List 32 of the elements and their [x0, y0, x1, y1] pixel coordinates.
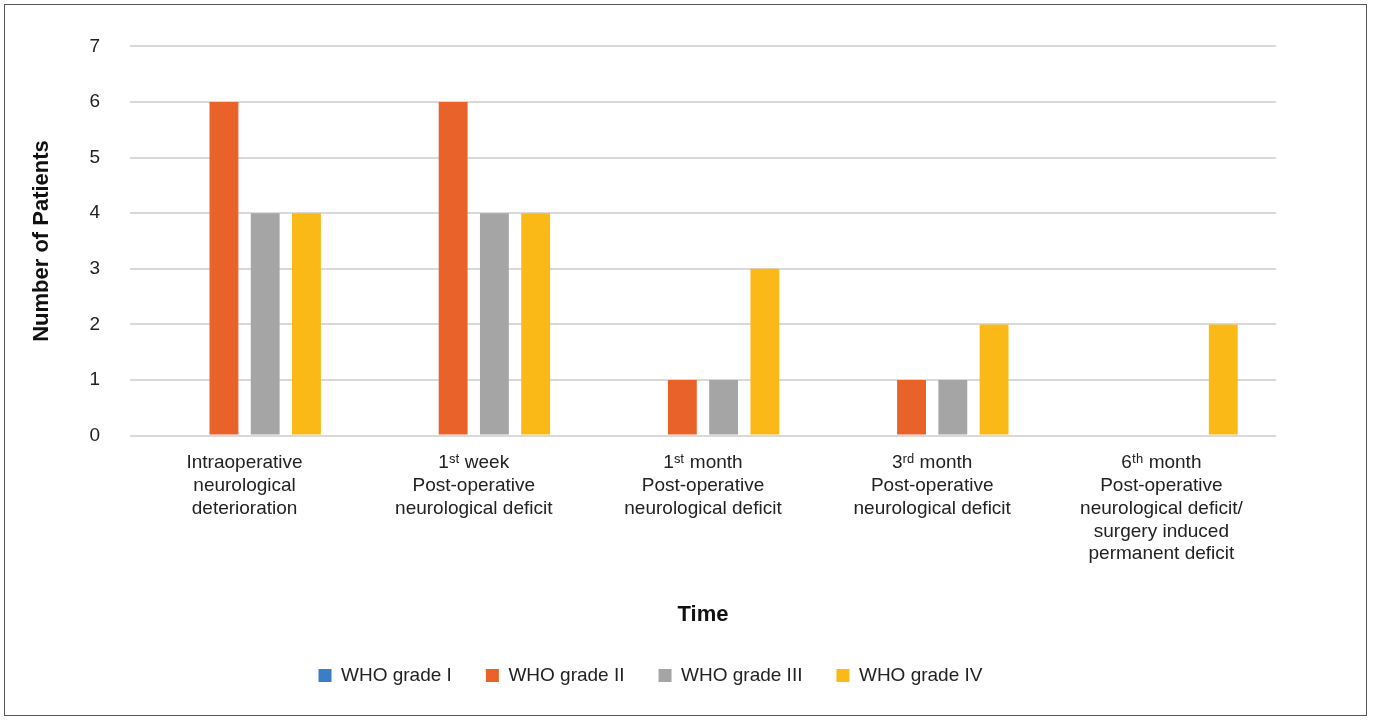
y-tick-label: 2	[89, 312, 100, 334]
bar	[479, 213, 509, 435]
x-tick-label: 1ˢᵗ week Post-operative neurological deficit	[395, 451, 554, 518]
bar	[521, 213, 551, 435]
y-tick-label: 5	[89, 145, 100, 167]
x-tick-label: 3ʳᵈ month Post-operative neurological deficit	[853, 451, 1012, 518]
y-tick-label: 7	[89, 34, 100, 56]
y-tick-label: 3	[89, 257, 100, 279]
bar	[938, 380, 968, 435]
y-tick-label: 4	[89, 201, 101, 223]
x-tick-label: Intraoperative neurological deterioration	[186, 451, 303, 518]
bar	[979, 324, 1009, 435]
bar	[292, 213, 321, 435]
bar	[667, 380, 697, 435]
y-tick-label: 6	[89, 90, 100, 112]
x-tick-label: 1ˢᵗ month Post-operative neurological deficit	[624, 451, 783, 518]
legend-label: WHO grade III	[681, 663, 803, 685]
bar	[209, 102, 239, 435]
y-axis-title: Number of Patients	[28, 140, 54, 342]
x-axis-title: Time	[677, 600, 729, 626]
bar	[897, 380, 926, 435]
legend-label: WHO grade I	[341, 663, 452, 685]
y-tick-label: 0	[89, 423, 100, 445]
legend-label: WHO grade II	[508, 663, 625, 685]
y-tick-label: 1	[89, 368, 100, 390]
bar	[1208, 324, 1238, 435]
bar	[750, 268, 780, 435]
bar	[709, 380, 739, 435]
x-tick-label: 6ᵗʰ month Post-operative neurological deficit/ surgery induced permanent deficit	[1080, 451, 1244, 564]
legend-label: WHO grade IV	[858, 663, 983, 685]
bar	[250, 213, 280, 435]
bar	[438, 102, 468, 435]
